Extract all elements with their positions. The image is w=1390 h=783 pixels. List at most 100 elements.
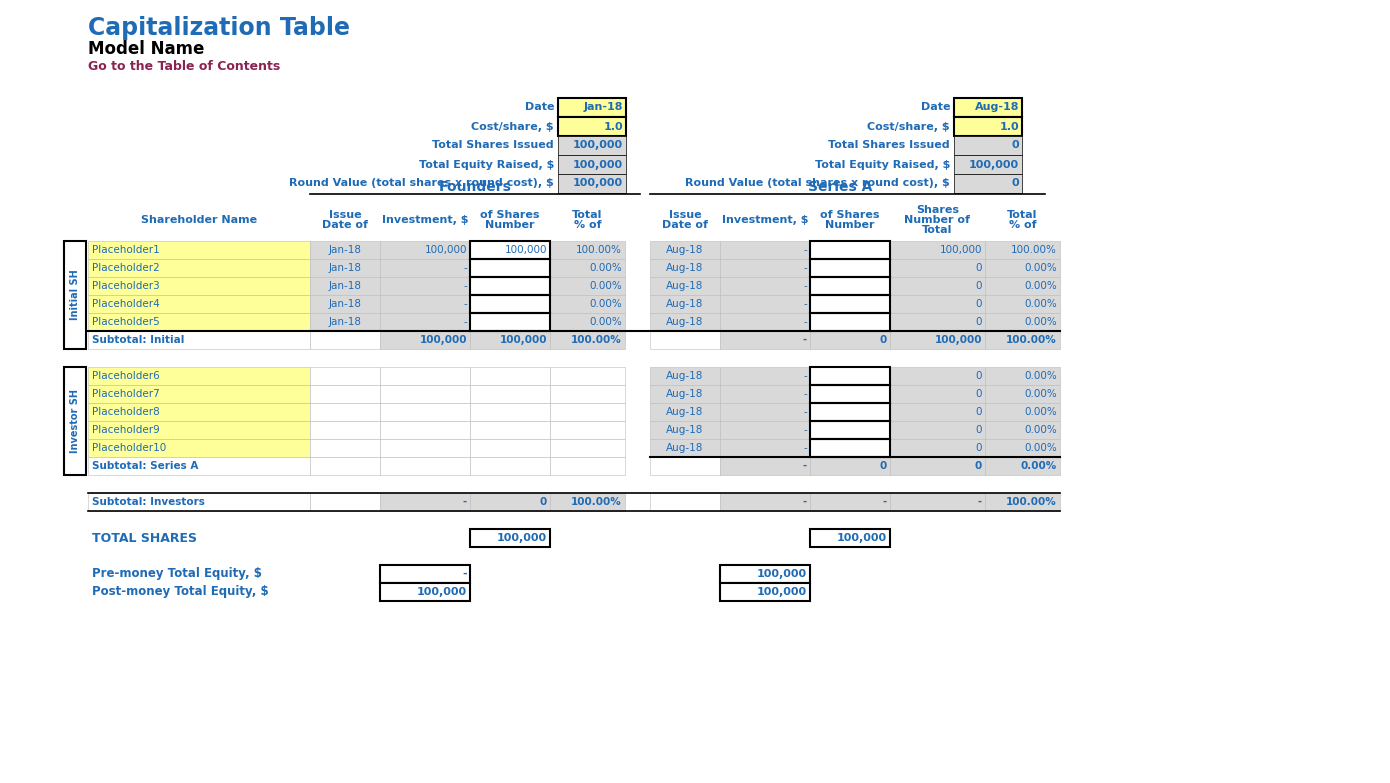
Bar — [890, 457, 986, 475]
Text: 0.00%: 0.00% — [1024, 389, 1056, 399]
Bar — [470, 241, 550, 259]
Bar — [720, 385, 810, 403]
Bar — [810, 295, 890, 313]
Bar — [470, 241, 550, 259]
Bar — [470, 439, 550, 457]
Bar — [379, 259, 470, 277]
Bar — [88, 259, 310, 277]
Bar — [470, 493, 550, 511]
Bar — [651, 403, 720, 421]
Bar — [550, 331, 626, 349]
Bar — [651, 367, 720, 385]
Bar — [310, 295, 379, 313]
Bar — [890, 295, 986, 313]
Bar — [64, 241, 86, 349]
Bar — [720, 457, 810, 475]
Bar — [379, 421, 470, 439]
Bar — [720, 439, 810, 457]
Text: 0: 0 — [976, 263, 981, 273]
Bar — [651, 385, 720, 403]
Text: 100.00%: 100.00% — [1011, 245, 1056, 255]
Bar — [379, 367, 470, 385]
Bar — [890, 313, 986, 331]
Text: 100,000: 100,000 — [420, 335, 467, 345]
Bar — [810, 439, 890, 457]
Bar — [557, 155, 626, 174]
Text: Total: Total — [923, 225, 952, 235]
Bar — [310, 241, 379, 259]
Text: 0: 0 — [976, 407, 981, 417]
Bar — [810, 259, 890, 277]
Bar — [986, 367, 1061, 385]
Bar — [810, 259, 890, 277]
Bar — [651, 493, 720, 511]
Bar — [651, 241, 720, 259]
Bar — [88, 385, 310, 403]
Text: Jan-18: Jan-18 — [584, 103, 623, 113]
Bar — [890, 367, 986, 385]
Text: Cost/share, $: Cost/share, $ — [867, 121, 949, 132]
Bar — [379, 457, 470, 475]
Bar — [720, 583, 810, 601]
Bar — [810, 295, 890, 313]
Text: Aug-18: Aug-18 — [666, 443, 703, 453]
Text: -: - — [803, 371, 808, 381]
Text: Date: Date — [524, 103, 555, 113]
Bar — [310, 439, 379, 457]
Text: -: - — [803, 389, 808, 399]
Text: Date: Date — [920, 103, 949, 113]
Bar — [88, 241, 310, 259]
Bar — [986, 313, 1061, 331]
Text: 0.00%: 0.00% — [1024, 263, 1056, 273]
Bar — [379, 385, 470, 403]
Bar — [310, 331, 379, 349]
Text: Placeholder5: Placeholder5 — [92, 317, 160, 327]
Text: 100,000: 100,000 — [758, 587, 808, 597]
Bar — [890, 385, 986, 403]
Text: 100,000: 100,000 — [573, 160, 623, 169]
Bar — [954, 117, 1022, 136]
Text: 100,000: 100,000 — [934, 335, 981, 345]
Text: 0.00%: 0.00% — [1024, 299, 1056, 309]
Text: -: - — [463, 569, 467, 579]
Bar — [379, 493, 470, 511]
Text: -: - — [803, 425, 808, 435]
Text: -: - — [803, 443, 808, 453]
Bar — [470, 385, 550, 403]
Bar — [810, 277, 890, 295]
Bar — [720, 241, 810, 259]
Bar — [810, 457, 890, 475]
Bar — [470, 367, 550, 385]
Text: 0.00%: 0.00% — [1024, 317, 1056, 327]
Text: -: - — [463, 497, 467, 507]
Bar — [720, 295, 810, 313]
Bar — [88, 403, 310, 421]
Bar — [379, 241, 470, 259]
Text: Investor SH: Investor SH — [70, 389, 81, 453]
Bar — [810, 313, 890, 331]
Text: -: - — [803, 407, 808, 417]
Text: Total Equity Raised, $: Total Equity Raised, $ — [418, 160, 555, 169]
Text: Jan-18: Jan-18 — [328, 263, 361, 273]
Text: Model Name: Model Name — [88, 40, 204, 58]
Text: 0.00%: 0.00% — [589, 281, 621, 291]
Bar — [890, 403, 986, 421]
Text: Subtotal: Investors: Subtotal: Investors — [92, 497, 204, 507]
Text: Go to the Table of Contents: Go to the Table of Contents — [88, 60, 281, 73]
Text: -: - — [803, 335, 808, 345]
Bar — [986, 403, 1061, 421]
Bar — [986, 241, 1061, 259]
Bar — [310, 259, 379, 277]
Bar — [310, 367, 379, 385]
Bar — [557, 136, 626, 155]
Text: 0: 0 — [976, 425, 981, 435]
Text: Date of: Date of — [662, 220, 708, 230]
Bar — [810, 529, 890, 547]
Bar — [651, 439, 720, 457]
Text: 100,000: 100,000 — [837, 533, 887, 543]
Text: 0.00%: 0.00% — [1024, 407, 1056, 417]
Text: -: - — [463, 299, 467, 309]
Text: -: - — [803, 317, 808, 327]
Text: 100.00%: 100.00% — [571, 497, 621, 507]
Bar — [810, 421, 890, 439]
